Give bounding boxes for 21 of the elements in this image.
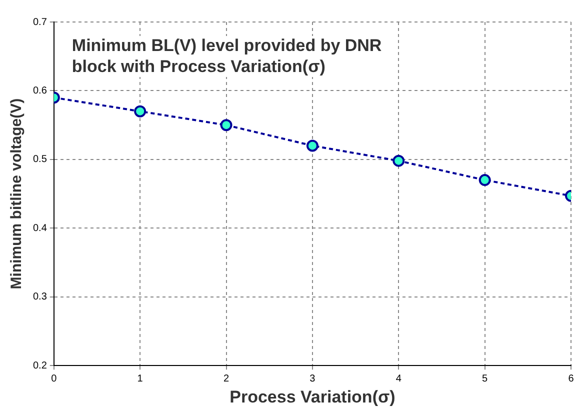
- point: [220, 119, 232, 132]
- x-tick-label: 6: [568, 373, 574, 384]
- point: [392, 154, 405, 167]
- y-tick-label: 0.4: [32, 222, 48, 234]
- y-tick-label: 0.3: [32, 292, 48, 303]
- x-tick-label: 3: [310, 373, 316, 384]
- x-tick-label: 5: [482, 373, 488, 384]
- x-tick-label: 1: [137, 373, 144, 384]
- x-axis-title: Process Variation(σ): [230, 387, 396, 406]
- x-tick-label: 0: [51, 373, 58, 384]
- y-tick-label: 0.5: [32, 154, 48, 166]
- x-tick-label: 2: [223, 373, 230, 384]
- point: [478, 174, 491, 186]
- point: [306, 140, 318, 152]
- x-tick-label: 4: [396, 373, 402, 384]
- y-axis-title: Minimum bitline voltage(V): [8, 98, 26, 290]
- y-tick-label: 0.6: [32, 85, 48, 96]
- point: [134, 105, 146, 118]
- y-tick-label: 0.2: [32, 360, 48, 372]
- text: Minimum BL(V) level provided by DNR block with Process Variation(σ): [72, 36, 382, 76]
- y-tick-label: 0.7: [32, 16, 48, 28]
